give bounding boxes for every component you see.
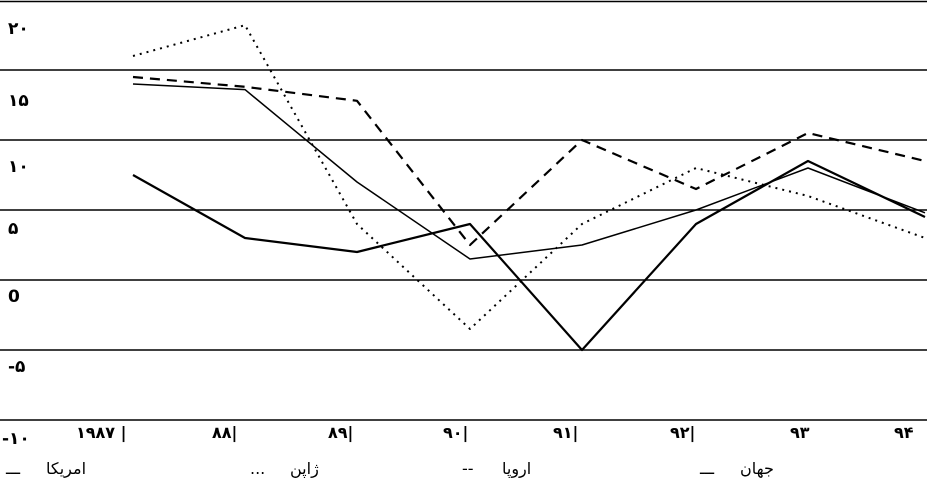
legend: ـــ جهان -- اروپا... ژاپن ـــ امریکا <box>5 459 774 479</box>
x-tick-label: ۸۸| <box>212 423 237 443</box>
x-axis-tick-labels: ۱۹۸۷ | ۸۸| ۸۹| ۹۰| ۹۱| ۹۲| ۹۳ ۹۴ <box>76 423 914 443</box>
x-tick-label: ۸۹| <box>328 423 353 443</box>
legend-label: اروپا <box>502 459 531 479</box>
series-line-1 <box>132 159 926 352</box>
legend-item: ـــ جهان <box>699 459 774 479</box>
x-tick-label: ۱۹۸۷ | <box>76 423 126 443</box>
y-tick-label: -۵ <box>8 357 25 377</box>
y-tick-label: ۱۵ <box>8 91 29 111</box>
series-line-2 <box>132 75 926 247</box>
legend-item: ـــ امریکا <box>5 459 86 479</box>
legend-label: امریکا <box>46 459 86 479</box>
x-tick-label: ۹۳ <box>790 423 810 442</box>
series-line-3 <box>132 24 926 330</box>
legend-marker: -- <box>462 459 474 478</box>
y-tick-label: -۱۰ <box>2 429 30 449</box>
legend-label: جهان <box>740 459 774 479</box>
legend-marker: ... <box>250 459 265 478</box>
y-tick-label: ۲۰ <box>8 19 29 39</box>
legend-marker: ـــ <box>699 459 714 478</box>
y-tick-label: ۱۰ <box>8 157 29 177</box>
series-line-4 <box>132 83 926 260</box>
y-tick-label: 0 <box>8 287 20 307</box>
series-lines <box>132 24 926 352</box>
grid <box>0 0 927 421</box>
legend-label: ژاپن <box>290 459 319 479</box>
x-tick-label: ۹۰| <box>443 423 468 443</box>
legend-item: -- اروپا <box>462 459 531 479</box>
legend-item: ... ژاپن <box>250 459 319 479</box>
y-tick-label: ۵ <box>8 219 18 239</box>
x-tick-label: ۹۱| <box>553 423 578 443</box>
legend-marker: ـــ <box>5 459 20 478</box>
x-tick-label: ۹۴ <box>894 423 914 442</box>
x-tick-label: ۹۲| <box>670 423 695 443</box>
y-axis-tick-labels: ۲۰ ۱۵ ۱۰ ۵ 0 -۵ -۱۰ <box>2 19 30 449</box>
